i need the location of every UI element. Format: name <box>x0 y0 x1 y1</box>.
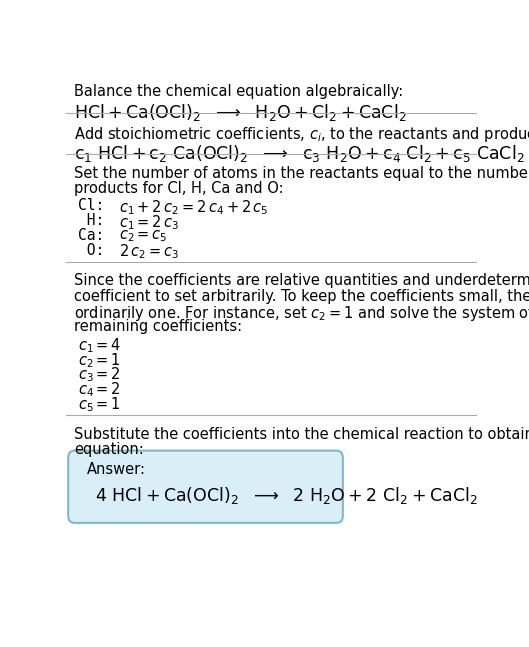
Text: $c_5 = 1$: $c_5 = 1$ <box>78 395 121 413</box>
Text: Cl:: Cl: <box>78 199 105 214</box>
Text: Answer:: Answer: <box>87 462 145 477</box>
Text: $c_1 + 2\,c_2 = 2\,c_4 + 2\,c_5$: $c_1 + 2\,c_2 = 2\,c_4 + 2\,c_5$ <box>120 199 269 217</box>
Text: Set the number of atoms in the reactants equal to the number of atoms in the: Set the number of atoms in the reactants… <box>74 166 529 181</box>
Text: $2\,c_2 = c_3$: $2\,c_2 = c_3$ <box>120 243 180 261</box>
Text: Balance the chemical equation algebraically:: Balance the chemical equation algebraica… <box>74 83 404 98</box>
Text: $c_3 = 2$: $c_3 = 2$ <box>78 366 121 384</box>
Text: $c_4 = 2$: $c_4 = 2$ <box>78 380 121 399</box>
Text: Add stoichiometric coefficients, $c_i$, to the reactants and products:: Add stoichiometric coefficients, $c_i$, … <box>74 125 529 144</box>
Text: H:: H: <box>78 213 105 228</box>
Text: $c_1 = 2\,c_3$: $c_1 = 2\,c_3$ <box>120 213 180 232</box>
Text: coefficient to set arbitrarily. To keep the coefficients small, the arbitrary va: coefficient to set arbitrarily. To keep … <box>74 289 529 303</box>
Text: $c_2 = 1$: $c_2 = 1$ <box>78 351 121 369</box>
FancyBboxPatch shape <box>68 450 343 523</box>
Text: Since the coefficients are relative quantities and underdetermined, choose a: Since the coefficients are relative quan… <box>74 274 529 289</box>
Text: Substitute the coefficients into the chemical reaction to obtain the balanced: Substitute the coefficients into the che… <box>74 427 529 442</box>
Text: $\mathrm{HCl + Ca(OCl)_2\ \ \longrightarrow\ \ H_2O + Cl_2 + CaCl_2}$: $\mathrm{HCl + Ca(OCl)_2\ \ \longrightar… <box>74 102 407 122</box>
Text: ordinarily one. For instance, set $c_2 = 1$ and solve the system of equations fo: ordinarily one. For instance, set $c_2 =… <box>74 304 529 323</box>
Text: products for Cl, H, Ca and O:: products for Cl, H, Ca and O: <box>74 181 284 196</box>
Text: remaining coefficients:: remaining coefficients: <box>74 319 242 334</box>
Text: Ca:: Ca: <box>78 228 105 243</box>
Text: O:: O: <box>78 243 105 258</box>
Text: $\mathrm{c_1\ HCl + c_2\ Ca(OCl)_2\ \ \longrightarrow\ \ c_3\ H_2O + c_4\ Cl_2 +: $\mathrm{c_1\ HCl + c_2\ Ca(OCl)_2\ \ \l… <box>74 143 525 164</box>
Text: $c_2 = c_5$: $c_2 = c_5$ <box>120 228 168 243</box>
Text: $\mathrm{4\ HCl + Ca(OCl)_2\ \ \longrightarrow\ \ 2\ H_2O + 2\ Cl_2 + CaCl_2}$: $\mathrm{4\ HCl + Ca(OCl)_2\ \ \longrigh… <box>95 485 478 507</box>
Text: $c_1 = 4$: $c_1 = 4$ <box>78 336 122 355</box>
Text: equation:: equation: <box>74 442 144 457</box>
